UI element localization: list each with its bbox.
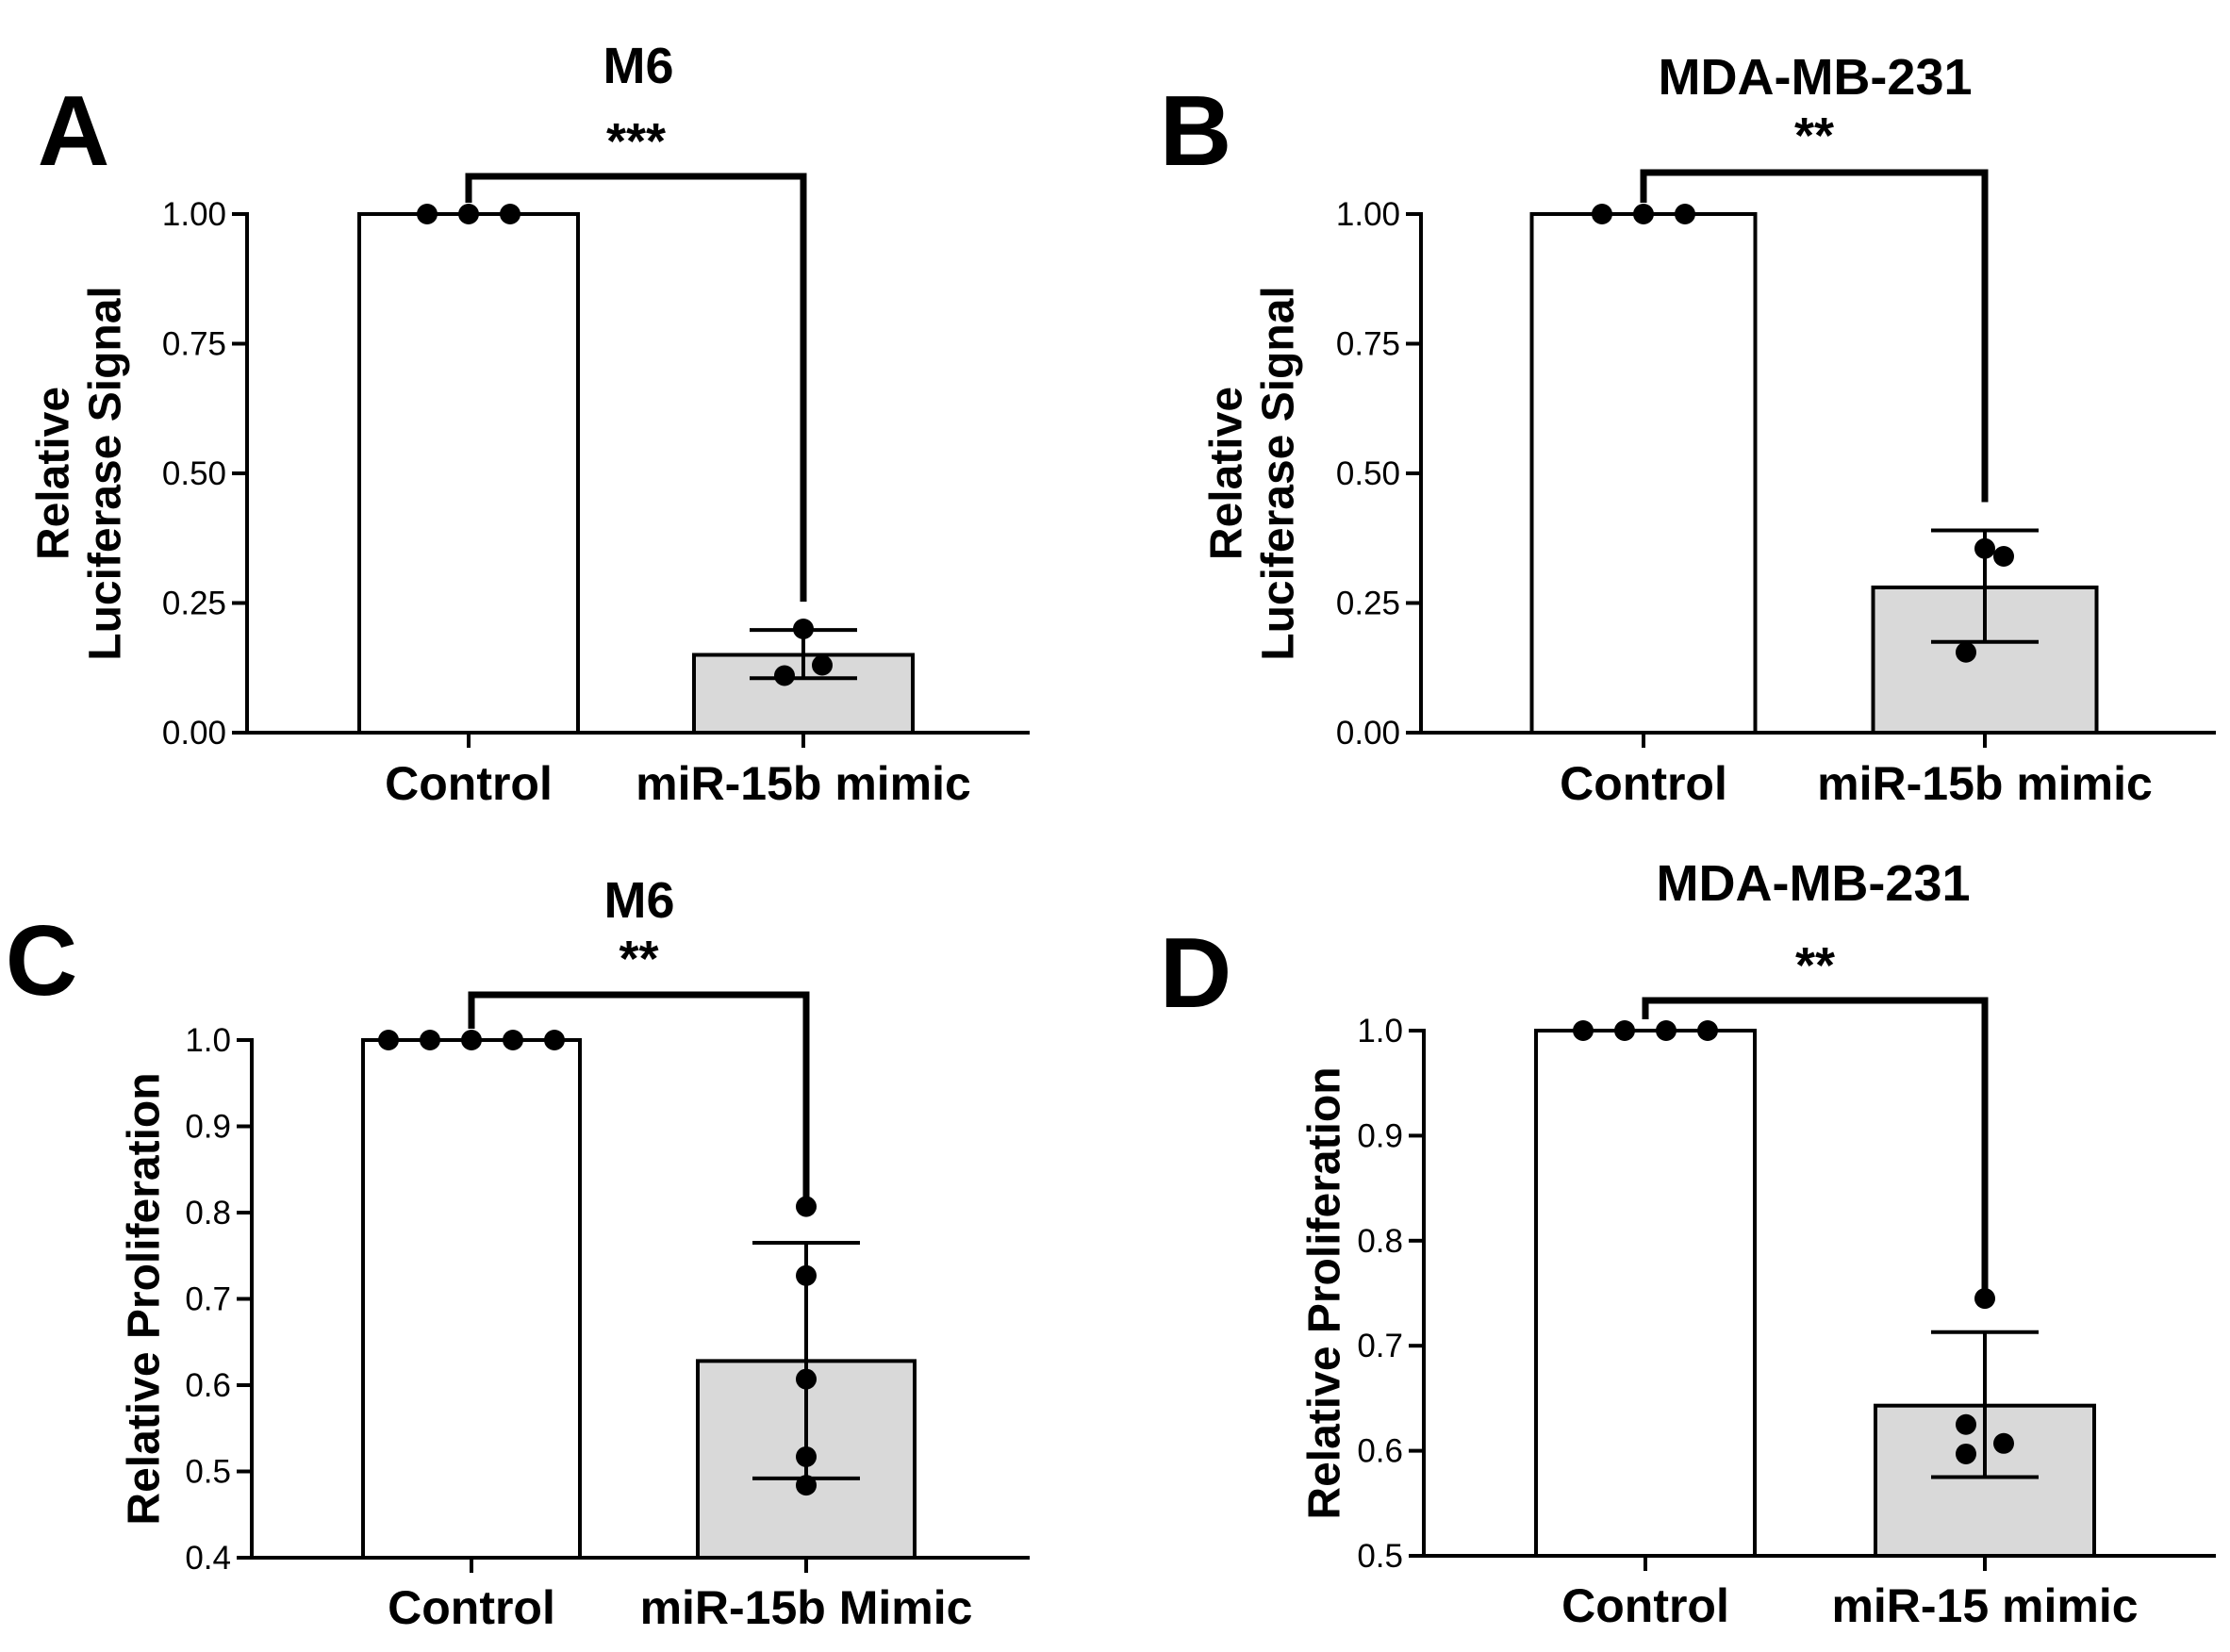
data-point: [1956, 641, 1976, 663]
significance-stars: ***: [606, 113, 666, 170]
data-point: [1974, 537, 1995, 559]
significance-stars: **: [1794, 107, 1834, 164]
data-point: [1956, 1413, 1976, 1435]
x-category-label: Control: [388, 1581, 555, 1634]
chart-title: MDA-MB-231: [1658, 49, 1972, 106]
data-point: [378, 1030, 399, 1050]
data-point: [1993, 1432, 2014, 1454]
x-category-label: miR-15b mimic: [1817, 757, 2153, 810]
y-tick-label: 0.25: [1336, 586, 1400, 622]
y-axis-label: Relative: [1202, 387, 1252, 560]
data-point: [1573, 1020, 1594, 1041]
data-point: [1614, 1020, 1635, 1041]
data-point: [458, 204, 479, 224]
x-category-label: Control: [1560, 757, 1727, 810]
y-tick-label: 0.25: [162, 586, 226, 622]
y-axis-label: Luciferase Signal: [1254, 286, 1304, 660]
y-tick-label: 0.6: [1357, 1433, 1403, 1470]
chart-panel-c: C M6 Relative Proliferation ** 0.4 0.5 0.6 0.7 0…: [6, 872, 1030, 1634]
data-point: [503, 1030, 523, 1050]
data-point: [774, 665, 795, 686]
data-point: [812, 654, 833, 676]
data-point: [417, 204, 438, 224]
significance-bracket: [465, 173, 807, 603]
y-tick-label: 0.8: [1357, 1223, 1403, 1260]
chart-title: MDA-MB-231: [1656, 855, 1970, 912]
y-tick-label: 0.7: [1357, 1328, 1403, 1364]
panel-letter: D: [1160, 917, 1232, 1029]
x-category-label: miR-15 mimic: [1831, 1579, 2138, 1632]
data-point: [1697, 1020, 1718, 1041]
y-tick-label: 0.6: [185, 1367, 231, 1404]
chart-title: M6: [603, 38, 673, 94]
chart-title: M6: [603, 872, 674, 929]
data-point: [1592, 204, 1612, 224]
y-axis-label: Relative: [29, 387, 79, 560]
data-point: [1633, 204, 1654, 224]
y-tick-label: 1.0: [1357, 1013, 1403, 1049]
y-tick-label: 0.00: [1336, 715, 1400, 752]
data-point: [796, 1368, 817, 1390]
panel-letter: B: [1160, 75, 1232, 187]
y-tick-label: 0.4: [185, 1540, 231, 1577]
y-tick-label: 0.7: [185, 1281, 231, 1318]
data-point: [500, 204, 520, 224]
y-tick-label: 1.00: [162, 196, 226, 233]
y-tick-label: 1.00: [1336, 196, 1400, 233]
y-tick-label: 0.5: [185, 1454, 231, 1491]
chart-panel-d: D MDA-MB-231 Relative Proliferation ** 0.5 0.…: [1160, 855, 2216, 1632]
chart-panel-a: A M6 Relative Luciferase Signal *** 0.00 0.25 0…: [29, 38, 1030, 810]
bar-control: [1529, 212, 1758, 735]
bar-control: [361, 1038, 582, 1560]
y-tick-label: 1.0: [185, 1022, 231, 1059]
bar-control: [1534, 1029, 1757, 1558]
significance-bracket: [1642, 997, 1989, 1304]
chart-panel-b: B MDA-MB-231 Relative Luciferase Signal ** 0.…: [1160, 49, 2216, 810]
y-tick-label: 0.75: [1336, 326, 1400, 363]
y-tick-label: 0.9: [1357, 1117, 1403, 1154]
significance-stars: **: [1795, 937, 1835, 994]
x-category-label: miR-15b mimic: [636, 757, 971, 810]
data-point: [420, 1030, 440, 1050]
x-category-label: Control: [385, 757, 553, 810]
panel-letter: C: [6, 905, 78, 1016]
y-tick-label: 0.9: [185, 1109, 231, 1146]
data-point: [796, 1264, 817, 1286]
data-point: [544, 1030, 565, 1050]
bar-control: [357, 212, 580, 735]
y-axis-label: Relative Proliferation: [1300, 1066, 1350, 1519]
data-point: [796, 1446, 817, 1467]
data-point: [461, 1030, 482, 1050]
significance-stars: **: [619, 931, 658, 987]
y-axis-label: Luciferase Signal: [81, 286, 131, 660]
data-point: [796, 1475, 817, 1496]
y-tick-label: 0.00: [162, 715, 226, 752]
x-category-label: Control: [1561, 1579, 1729, 1632]
y-tick-label: 0.50: [162, 455, 226, 492]
y-tick-label: 0.50: [1336, 455, 1400, 492]
x-category-label: miR-15b Mimic: [640, 1581, 973, 1634]
data-point: [1675, 204, 1695, 224]
y-tick-label: 0.8: [185, 1195, 231, 1231]
data-point: [1993, 546, 2014, 567]
data-point: [1956, 1443, 1976, 1464]
data-point: [793, 619, 814, 639]
y-tick-label: 0.75: [162, 326, 226, 363]
significance-bracket: [1640, 169, 1989, 503]
data-point: [1656, 1020, 1677, 1041]
y-axis-label: Relative Proliferation: [120, 1072, 170, 1525]
significance-bracket: [468, 991, 810, 1215]
y-tick-label: 0.5: [1357, 1538, 1403, 1575]
panel-letter: A: [38, 75, 110, 187]
